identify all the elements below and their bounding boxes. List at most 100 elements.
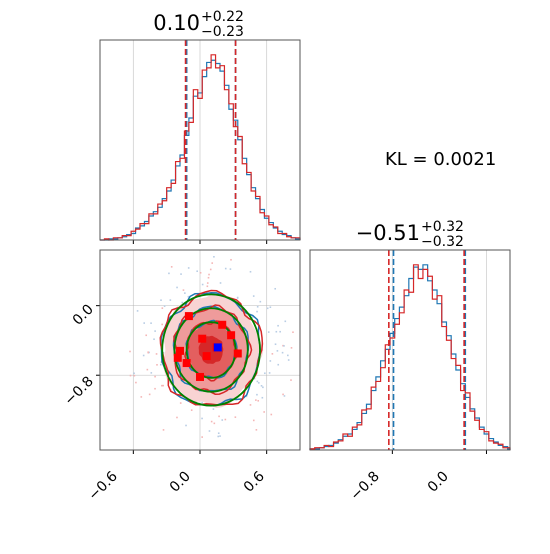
joint-red-marker [184, 312, 193, 321]
joint-scatter-point [147, 351, 149, 353]
joint-blue-marker [213, 343, 222, 352]
joint-scatter-point [284, 320, 287, 323]
joint-x-tick-label: −0.6 [85, 468, 120, 503]
joint-scatter-point [199, 271, 202, 274]
joint-red-marker [173, 353, 182, 362]
joint-scatter-point [276, 350, 279, 352]
joint-scatter-point [277, 363, 280, 366]
joint-scatter-point [252, 295, 255, 297]
joint-scatter-point [283, 345, 285, 347]
joint-red-marker [233, 349, 242, 358]
joint-scatter-point [213, 422, 216, 425]
joint-scatter-point [129, 350, 131, 353]
joint-scatter-point [256, 305, 259, 308]
joint-scatter-point [283, 395, 286, 397]
joint-scatter-point [290, 379, 292, 381]
joint-scatter-point [219, 435, 221, 437]
joint-red-marker [182, 359, 191, 368]
marginal-1-title-value: 0.10 [153, 11, 200, 35]
joint-red-marker [196, 372, 204, 381]
joint-scatter-point [277, 324, 279, 327]
joint-scatter-point [274, 287, 277, 290]
joint-red-marker [227, 331, 236, 340]
joint-scatter-point [257, 399, 260, 402]
joint-scatter-point [180, 273, 182, 275]
joint-scatter-point [256, 393, 258, 396]
joint-scatter-point [208, 430, 211, 432]
joint-scatter-point [182, 289, 185, 291]
joint-scatter-point [256, 310, 258, 313]
joint-scatter-point [133, 372, 135, 375]
marginal-histogram-param-1 [99, 39, 301, 244]
joint-scatter-point [143, 322, 145, 324]
joint-scatter-point [201, 401, 203, 404]
joint-scatter-point [187, 267, 190, 269]
joint-scatter-point [179, 402, 182, 404]
joint-scatter-point [274, 343, 277, 346]
joint-scatter-point [184, 292, 186, 294]
joint-scatter-point [230, 258, 232, 261]
joint-scatter-point [224, 267, 227, 270]
joint-scatter-point [150, 322, 152, 324]
marginal-1-frame [99, 39, 301, 241]
joint-scatter-point [245, 395, 248, 398]
joint-scatter-point [210, 420, 213, 423]
joint-scatter-point [160, 299, 162, 301]
marginal-1-title-upper: +0.22 [201, 9, 244, 25]
joint-contour-green [161, 293, 261, 407]
joint-scatter-point [281, 351, 284, 354]
joint-scatter-point [196, 270, 198, 273]
joint-scatter-point [156, 364, 158, 366]
joint-scatter-point [218, 415, 220, 418]
joint-scatter-point [162, 429, 165, 431]
joint-scatter-point [155, 353, 158, 355]
joint-scatter-point [263, 411, 265, 413]
marginal-2-red-step [309, 264, 511, 450]
joint-scatter-point [267, 331, 270, 333]
joint-scatter-point [136, 310, 139, 312]
joint-scatter-point [135, 381, 137, 384]
joint-scatter-point [219, 282, 222, 284]
joint-x-tick-label: 0.0 [167, 469, 194, 496]
joint-scatter-point [201, 417, 203, 420]
marginal-1-red-step [100, 54, 301, 241]
joint-scatter-point [176, 286, 178, 289]
joint-scatter-point [206, 285, 209, 288]
joint-scatter-point [282, 344, 284, 347]
joint-scatter-point [253, 377, 256, 380]
joint-scatter-point [269, 360, 272, 362]
joint-scatter-point [169, 299, 172, 301]
joint-scatter-point [201, 283, 204, 286]
joint-scatter-point [255, 429, 258, 431]
joint-scatter-point [256, 380, 259, 383]
kl-annotation: KL = 0.0021 [385, 149, 496, 170]
joint-scatter-point [168, 272, 170, 275]
joint-scatter-point [249, 270, 252, 273]
joint-scatter-point [212, 408, 215, 410]
joint-y-tick-label: 0.0 [70, 302, 97, 329]
joint-scatter-point [262, 386, 264, 389]
joint-scatter-point [252, 419, 255, 422]
joint-scatter-point [221, 419, 224, 421]
joint-contour-panel [96, 249, 301, 454]
joint-scatter-point [140, 396, 143, 398]
joint-scatter-point [279, 330, 281, 333]
joint-scatter-point [257, 382, 260, 384]
joint-red-marker [198, 334, 207, 343]
marginal-2-title-lower: −0.32 [421, 234, 464, 250]
joint-scatter-point [207, 276, 210, 279]
joint-y-tick-label: −0.8 [61, 374, 96, 409]
joint-scatter-point [161, 307, 164, 309]
joint-scatter-point [229, 268, 232, 270]
joint-scatter-point [206, 282, 209, 284]
joint-scatter-point [153, 338, 155, 341]
joint-scatter-point [133, 374, 136, 377]
joint-scatter-point [287, 359, 290, 361]
joint-scatter-point [195, 401, 197, 403]
joint-scatter-point [170, 266, 173, 268]
marginal-2-frame [309, 249, 511, 451]
joint-scatter-point [161, 323, 163, 326]
joint-scatter-point [145, 334, 148, 337]
